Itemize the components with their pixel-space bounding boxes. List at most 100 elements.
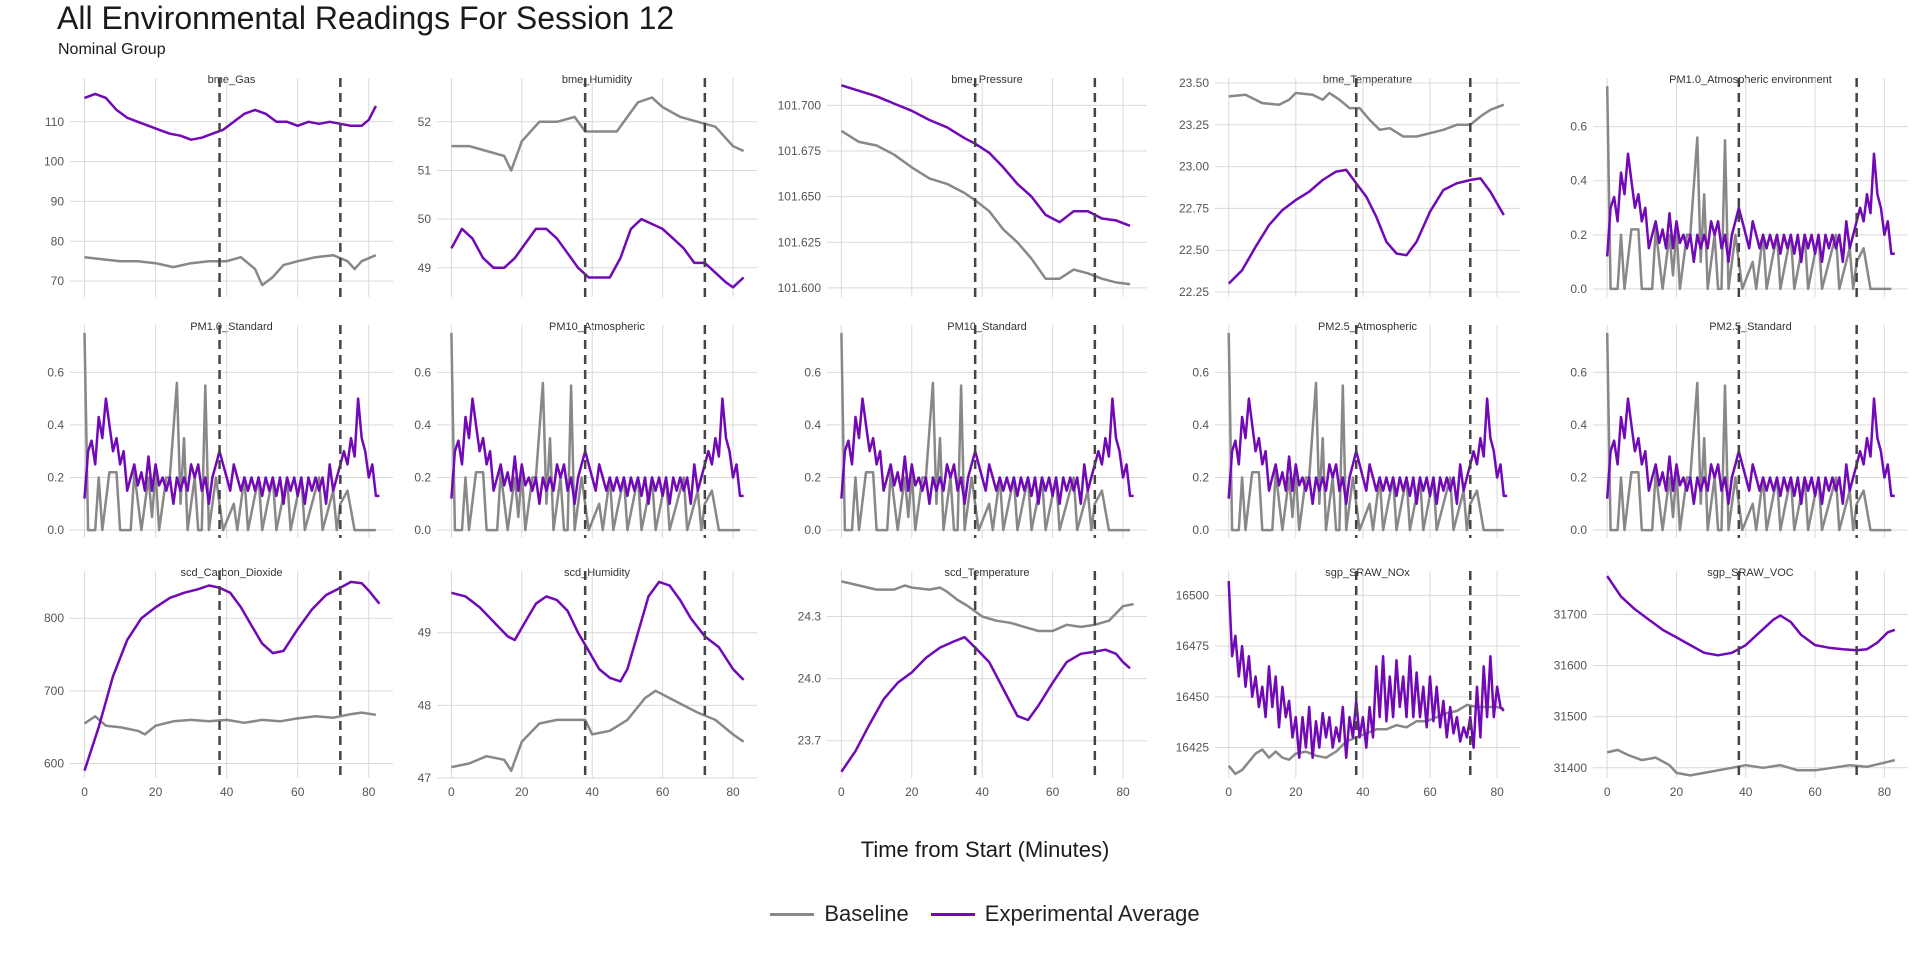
y-tick-label: 31600: [1554, 659, 1588, 673]
legend-swatch-experimental: [930, 912, 975, 916]
panel-pm2-5-atmospheric: PM2.5_Atmospheric 0.0 0.2 0.4 0.6: [1192, 321, 1520, 538]
panel-title: bme_Humidity: [562, 74, 633, 86]
panel-sgp-sraw-voc: sgp_SRAW_VOC 31400 31500 31600 31700 0 20 40 60 8…: [1554, 567, 1908, 799]
legend: Baseline Experimental Average: [0, 901, 1920, 927]
panel-bme-temperature: bme_Temperature 22.25 22.50 22.75 23.00 23.25…: [1179, 74, 1520, 299]
y-tick-label: 0.2: [47, 471, 64, 485]
x-tick-label: 80: [1116, 785, 1130, 799]
panel-pm10-atmospheric: PM10_Atmospheric 0.0 0.2 0.4 0.6: [414, 321, 757, 538]
y-tick-label: 80: [51, 234, 65, 248]
y-tick-label: 22.75: [1179, 201, 1209, 215]
y-tick-label: 31500: [1554, 710, 1588, 724]
x-tick-label: 60: [1423, 785, 1437, 799]
panel-title: scd_Carbon_Dioxide: [180, 567, 282, 579]
baseline-series-line: [1228, 91, 1505, 138]
x-tick-label: 20: [905, 785, 919, 799]
y-tick-label: 49: [418, 626, 432, 640]
y-tick-label: 0.0: [1570, 282, 1587, 296]
y-tick-label: 16450: [1176, 690, 1210, 704]
y-tick-label: 101.625: [778, 235, 822, 249]
panel-title: PM1.0_Standard: [190, 321, 273, 333]
legend-label-experimental: Experimental Average: [984, 901, 1200, 926]
x-tick-label: 60: [291, 785, 305, 799]
experimental-series-line: [1605, 397, 1895, 506]
x-tick-label: 40: [976, 785, 990, 799]
y-tick-label: 16425: [1176, 741, 1210, 755]
y-tick-label: 0.6: [1570, 120, 1587, 134]
panel-title: scd_Temperature: [945, 567, 1030, 579]
y-tick-label: 800: [44, 611, 64, 625]
baseline-series-line: [1605, 86, 1892, 291]
y-tick-label: 23.00: [1179, 160, 1209, 174]
y-tick-label: 0.6: [414, 365, 431, 379]
x-tick-label: 40: [1739, 785, 1753, 799]
y-tick-label: 0.0: [1570, 523, 1587, 537]
x-tick-label: 0: [1604, 785, 1611, 799]
x-tick-label: 60: [656, 785, 670, 799]
panel-scd-humidity: scd_Humidity 47 48 49 0 20 40 60 80: [418, 567, 757, 799]
panel-bme-gas: bme_Gas 70 80 90 100 110: [44, 74, 393, 297]
experimental-series-line: [1605, 152, 1895, 264]
baseline-series-line: [1605, 332, 1892, 532]
experimental-series-line: [450, 217, 745, 289]
y-tick-label: 0.0: [1192, 523, 1209, 537]
experimental-series-line: [1606, 575, 1896, 657]
y-tick-label: 101.675: [778, 144, 822, 158]
y-tick-label: 0.6: [47, 365, 64, 379]
y-tick-label: 31700: [1554, 607, 1588, 621]
legend-label-baseline: Baseline: [824, 901, 909, 926]
y-tick-label: 23.25: [1179, 118, 1209, 132]
panel-title: sgp_SRAW_NOx: [1325, 567, 1410, 579]
y-tick-label: 0.4: [1570, 418, 1587, 432]
page-title: All Environmental Readings For Session 1…: [57, 0, 675, 36]
page-subtitle: Nominal Group: [58, 41, 166, 58]
experimental-series-line: [841, 84, 1131, 227]
experimental-series-line: [1227, 581, 1505, 759]
experimental-series-line: [840, 635, 1131, 773]
x-tick-label: 80: [362, 785, 376, 799]
x-tick-label: 0: [1225, 785, 1232, 799]
y-tick-label: 0.2: [1570, 471, 1587, 485]
x-tick-label: 20: [515, 785, 529, 799]
panel-scd-temperature: scd_Temperature 23.7 24.0 24.3 0 20 40 60 80: [798, 567, 1147, 799]
y-tick-label: 49: [418, 261, 432, 275]
y-tick-label: 0.6: [804, 365, 821, 379]
y-tick-label: 23.7: [798, 734, 822, 748]
x-tick-label: 20: [149, 785, 163, 799]
panel-title: PM1.0_Atmospheric environment: [1669, 74, 1832, 86]
x-tick-label: 60: [1046, 785, 1060, 799]
panel-sgp-sraw-nox: sgp_SRAW_NOx 16425 16450 16475 16500 0 20 40 60 8…: [1176, 567, 1520, 799]
panel-title: bme_Gas: [208, 74, 256, 86]
panel-pm2-5-standard: PM2.5_Standard 0.0 0.2 0.4 0.6: [1570, 321, 1908, 538]
experimental-series-line: [83, 580, 381, 772]
experimental-series-line: [84, 92, 378, 141]
y-tick-label: 16475: [1176, 639, 1210, 653]
panel-title: PM10_Standard: [947, 321, 1027, 333]
x-tick-label: 0: [81, 785, 88, 799]
y-tick-label: 0.6: [1570, 365, 1587, 379]
legend-item-baseline: Baseline: [770, 901, 909, 927]
y-tick-label: 0.4: [1192, 418, 1209, 432]
baseline-series-line: [84, 253, 377, 287]
baseline-series-line: [1227, 703, 1505, 776]
y-tick-label: 0.4: [47, 418, 64, 432]
legend-item-experimental: Experimental Average: [930, 901, 1200, 927]
panel-title: PM2.5_Standard: [1709, 321, 1792, 333]
y-tick-label: 0.0: [414, 523, 431, 537]
y-tick-label: 23.50: [1179, 76, 1209, 90]
y-tick-label: 0.4: [414, 418, 431, 432]
y-tick-label: 48: [418, 698, 432, 712]
y-tick-label: 0.0: [804, 523, 821, 537]
x-tick-label: 40: [1356, 785, 1370, 799]
baseline-series-line: [83, 711, 377, 736]
x-tick-label: 40: [220, 785, 234, 799]
y-tick-label: 700: [44, 684, 64, 698]
x-tick-label: 20: [1670, 785, 1684, 799]
y-tick-label: 0.2: [1192, 471, 1209, 485]
baseline-series-line: [83, 332, 376, 532]
y-tick-label: 600: [44, 756, 64, 770]
y-tick-label: 70: [51, 274, 65, 288]
y-tick-label: 0.6: [1192, 365, 1209, 379]
panel-pm10-standard: PM10_Standard 0.0 0.2 0.4 0.6: [804, 321, 1147, 538]
y-tick-label: 51: [418, 163, 432, 177]
